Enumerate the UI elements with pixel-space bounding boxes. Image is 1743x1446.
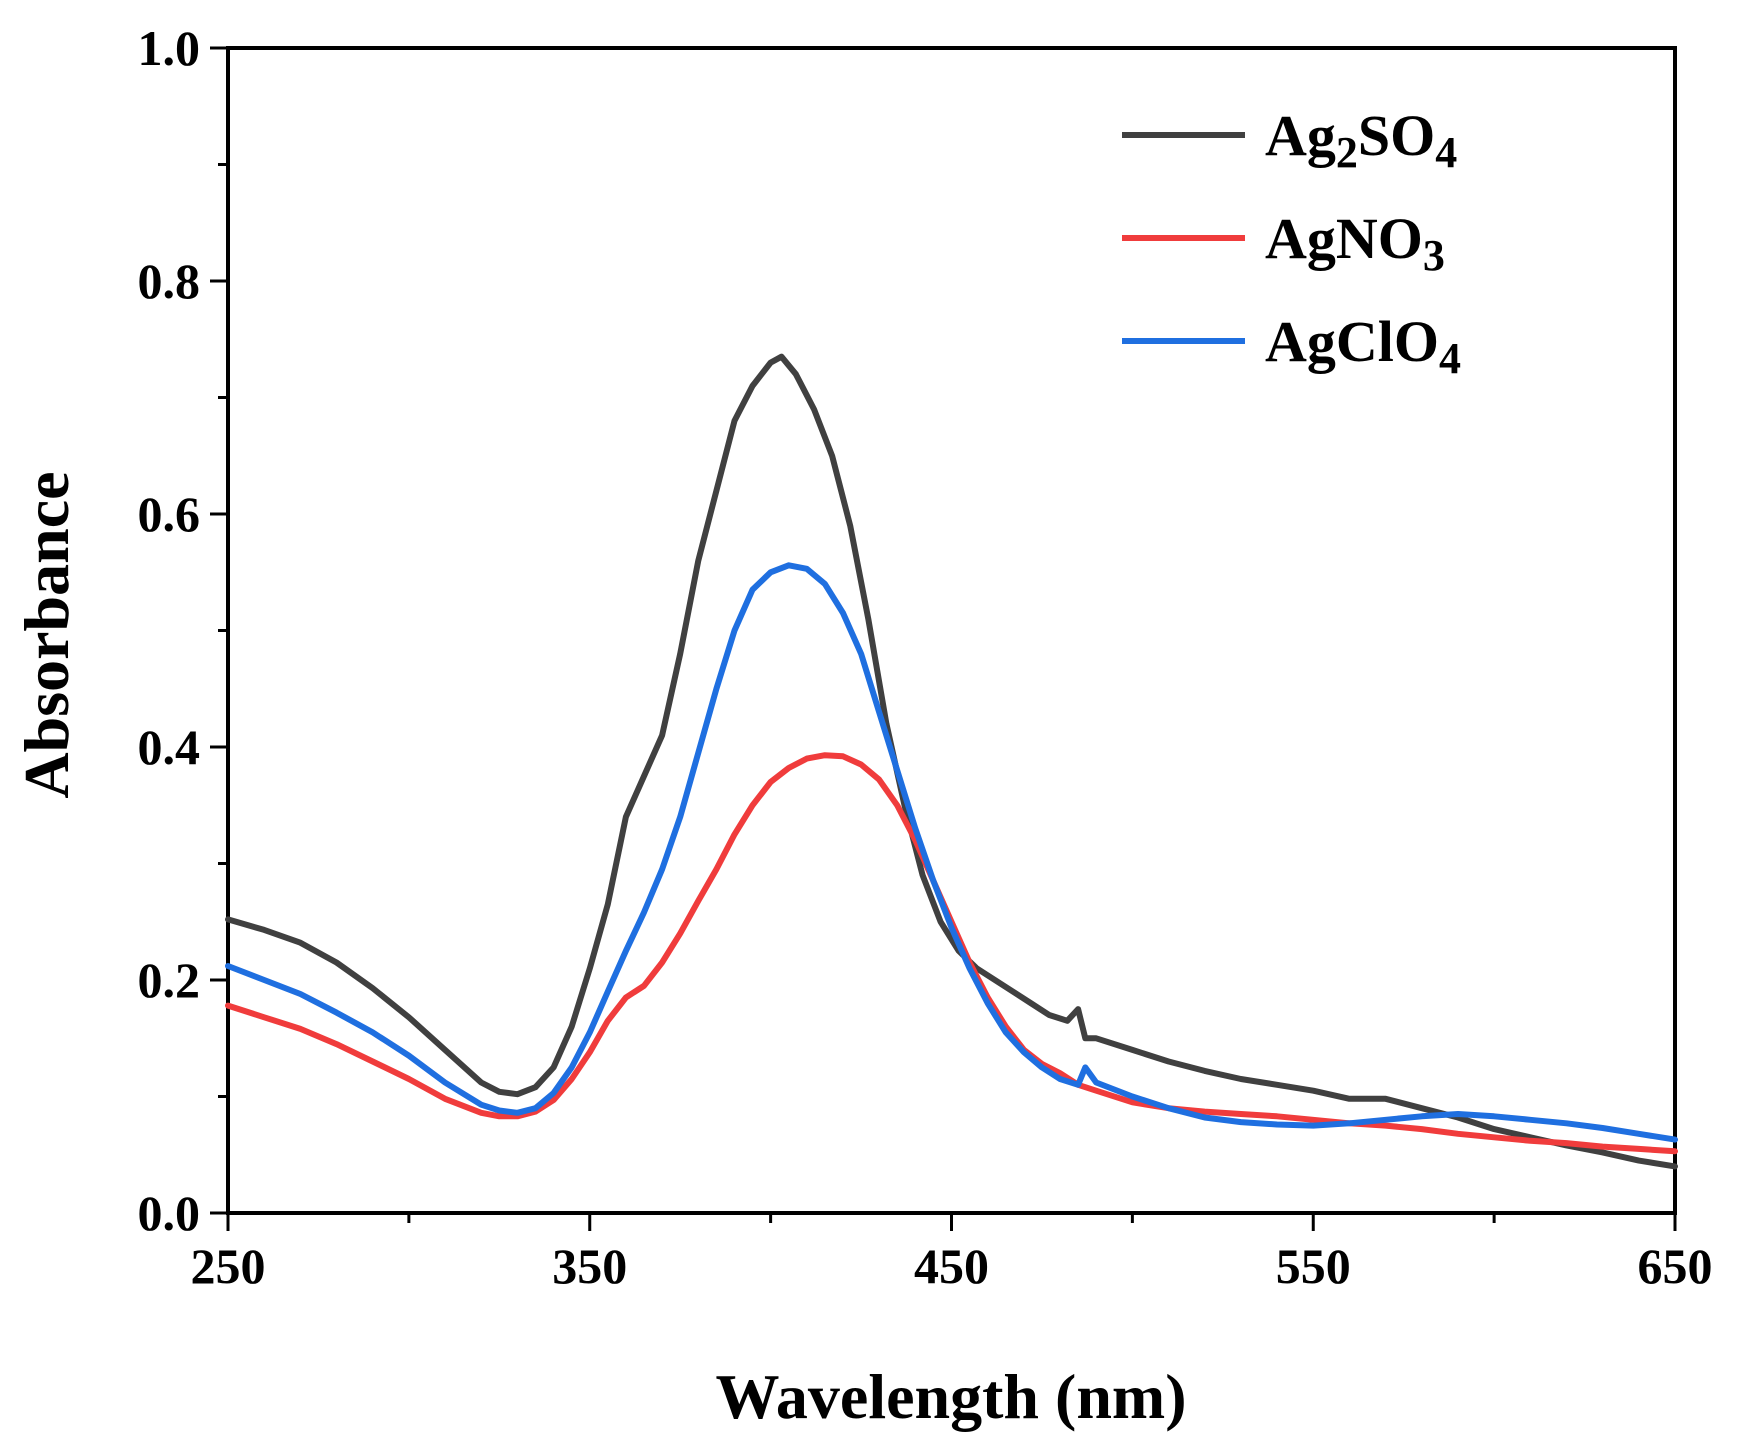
series-layer: [225, 353, 1678, 1170]
y-tick-label: 0.0: [138, 1185, 201, 1241]
plot-frame: [226, 46, 1677, 1215]
x-tick-label: 450: [914, 1238, 989, 1294]
series-line-AgNO3: [225, 752, 1678, 1155]
series-line-AgClO4: [225, 562, 1678, 1143]
x-tick-label: 550: [1276, 1238, 1351, 1294]
y-tick-label: 0.8: [138, 253, 201, 309]
legend-label-AgNO3: AgNO3: [1265, 206, 1445, 280]
x-tick-label: 650: [1638, 1238, 1713, 1294]
x-tick-label: 250: [191, 1238, 266, 1294]
legend-label-AgClO4: AgClO4: [1265, 309, 1461, 383]
y-tick-label: 0.6: [138, 486, 201, 542]
x-tick-label: 350: [552, 1238, 627, 1294]
series-line-Ag2SO4: [225, 353, 1678, 1170]
legend-label-Ag2SO4: Ag2SO4: [1265, 103, 1457, 177]
x-axis-title: Wavelength (nm): [715, 1361, 1186, 1432]
y-tick-label: 1.0: [138, 20, 201, 76]
y-axis-title: Absorbance: [11, 471, 82, 798]
y-tick-label: 0.2: [138, 952, 201, 1008]
legend: Ag2SO4 AgNO3 AgClO4: [1122, 103, 1461, 383]
axes: 250 350 450 550 650 0.0 0.2 0.4 0.6 0.8 1.0: [138, 20, 1713, 1294]
y-tick-label: 0.4: [138, 719, 201, 775]
